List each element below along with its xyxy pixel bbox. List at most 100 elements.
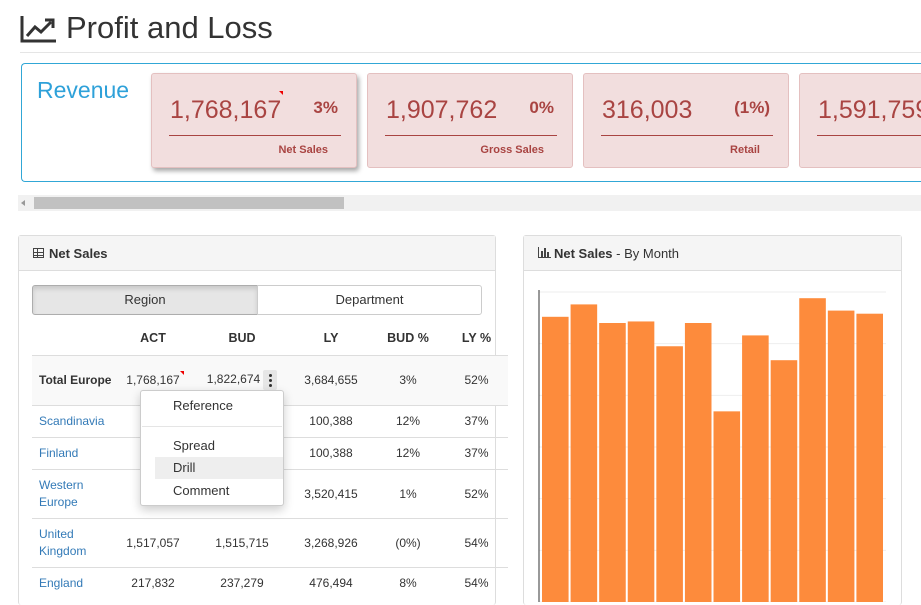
- panel-heading: Net Sales: [19, 236, 495, 271]
- department-toggle-button[interactable]: Department: [257, 285, 482, 315]
- cell-bud-pct[interactable]: (0%): [371, 517, 445, 567]
- cell-value: 1,822,674: [206, 372, 261, 387]
- revenue-title: Revenue: [37, 77, 130, 103]
- cell-ly[interactable]: 3,520,415: [291, 468, 371, 518]
- bar-chart-icon: [538, 247, 551, 258]
- cell-bud-pct[interactable]: 12%: [371, 404, 445, 437]
- comment-marker: [279, 91, 283, 95]
- cell-ly-pct[interactable]: 52%: [445, 468, 508, 518]
- cell-menu-icon[interactable]: [263, 370, 278, 390]
- row-name[interactable]: Scandinavia: [32, 404, 113, 437]
- kpi-card-4[interactable]: 1,591,759: [799, 73, 921, 168]
- menu-item-drill[interactable]: Drill: [155, 457, 283, 479]
- cell-bud-pct[interactable]: 12%: [371, 436, 445, 469]
- menu-item-reference[interactable]: Reference: [173, 398, 233, 413]
- comment-marker: [179, 371, 184, 375]
- column-header[interactable]: ACT: [140, 331, 166, 346]
- row-name[interactable]: Finland: [32, 436, 113, 469]
- kpi-label: Retail: [730, 144, 760, 156]
- cell-ly[interactable]: 100,388: [291, 436, 371, 469]
- chart-bar-7[interactable]: [713, 411, 741, 602]
- row-name[interactable]: Total Europe: [32, 354, 113, 405]
- cell-ly-pct[interactable]: 54%: [445, 566, 508, 599]
- kpi-percent: (1%): [734, 98, 770, 117]
- table-icon: [33, 248, 44, 258]
- chart-subtitle: - By Month: [612, 246, 680, 261]
- column-header[interactable]: BUD: [228, 331, 256, 346]
- table-row: United Kingdom 1,517,057 1,515,715 3,268…: [32, 517, 508, 567]
- line-chart-icon: [20, 16, 56, 43]
- row-name[interactable]: United Kingdom: [32, 517, 113, 567]
- table-header-row: ACT BUD LY BUD % LY %: [32, 322, 508, 355]
- panel-heading: Net Sales - By Month: [524, 236, 901, 271]
- kpi-card-net-sales[interactable]: 1,768,167 3% Net Sales: [151, 73, 357, 168]
- chart-bar-11[interactable]: [827, 310, 855, 602]
- cell-bud-pct[interactable]: 3%: [371, 354, 445, 405]
- menu-item-spread[interactable]: Spread: [173, 438, 215, 453]
- panel-title: Net Sales: [49, 246, 108, 261]
- cell-act[interactable]: 217,832: [113, 566, 193, 599]
- net-sales-bar-chart: [538, 290, 886, 602]
- row-name[interactable]: England: [32, 566, 113, 599]
- kpi-divider: [385, 135, 557, 136]
- region-department-toggle: Region Department: [32, 285, 482, 315]
- kpi-value: 316,003: [602, 96, 693, 124]
- region-toggle-button[interactable]: Region: [32, 285, 258, 315]
- chart-bar-6[interactable]: [684, 323, 712, 602]
- chart-bar-8[interactable]: [742, 335, 769, 602]
- kpi-label: Net Sales: [278, 144, 328, 156]
- chart-title: Net Sales: [554, 246, 613, 261]
- cell-ly-pct[interactable]: 52%: [445, 354, 508, 405]
- cell-ly-pct[interactable]: 54%: [445, 517, 508, 567]
- cell-ly[interactable]: 3,684,655: [291, 354, 371, 405]
- kpi-divider: [601, 135, 773, 136]
- column-header[interactable]: LY %: [461, 331, 492, 346]
- scrollbar-thumb[interactable]: [34, 197, 344, 209]
- chart-bar-5[interactable]: [656, 346, 683, 602]
- kpi-card-gross-sales[interactable]: 1,907,762 0% Gross Sales: [367, 73, 573, 168]
- kpi-value: 1,907,762: [386, 96, 498, 124]
- kpi-horizontal-scrollbar[interactable]: [18, 195, 921, 211]
- chart-bar-10[interactable]: [799, 298, 826, 602]
- menu-divider: [142, 426, 282, 427]
- chart-bar-3[interactable]: [599, 323, 626, 602]
- page-title: Profit and Loss: [66, 10, 273, 45]
- cell-context-menu: Reference Spread Drill Comment: [140, 390, 284, 506]
- kpi-card-retail[interactable]: 316,003 (1%) Retail: [583, 73, 789, 168]
- column-header[interactable]: BUD %: [387, 331, 429, 346]
- table-row: England 217,832 237,279 476,494 8% 54%: [32, 566, 508, 599]
- kpi-value: 1,591,759: [818, 96, 921, 124]
- column-header-region: [32, 322, 113, 355]
- cell-act[interactable]: 1,517,057: [113, 517, 193, 567]
- cell-ly[interactable]: 100,388: [291, 404, 371, 437]
- cell-bud[interactable]: 237,279: [193, 566, 291, 599]
- menu-item-comment[interactable]: Comment: [173, 483, 230, 498]
- cell-ly[interactable]: 3,268,926: [291, 517, 371, 567]
- chart-bar-1[interactable]: [542, 316, 569, 602]
- row-name[interactable]: Western Europe: [32, 468, 113, 518]
- kpi-percent: 0%: [529, 98, 554, 117]
- cell-bud-pct[interactable]: 8%: [371, 566, 445, 599]
- kpi-percent: 3%: [313, 98, 338, 117]
- kpi-divider: [817, 135, 921, 136]
- chart-bar-9[interactable]: [770, 360, 798, 602]
- cell-bud[interactable]: 1,515,715: [193, 517, 291, 567]
- revenue-panel: Revenue 1,768,167 3% Net Sales 1,907,762…: [21, 63, 921, 182]
- kpi-label: Gross Sales: [480, 144, 544, 156]
- column-header[interactable]: LY: [323, 331, 339, 346]
- cell-ly-pct[interactable]: 37%: [445, 404, 508, 437]
- chart-bar-12[interactable]: [856, 313, 883, 602]
- scroll-left-arrow-icon[interactable]: [21, 200, 25, 206]
- cell-ly[interactable]: 476,494: [291, 566, 371, 599]
- page-header: Profit and Loss: [0, 0, 921, 53]
- cell-value: 1,768,167: [126, 373, 180, 387]
- panel-title: Net Sales - By Month: [554, 246, 679, 261]
- kpi-divider: [169, 135, 341, 136]
- header-divider: [20, 52, 921, 53]
- cell-bud-pct[interactable]: 1%: [371, 468, 445, 518]
- chart-bar-2[interactable]: [570, 304, 598, 602]
- chart-bar-4[interactable]: [627, 321, 655, 602]
- net-sales-chart-panel: Net Sales - By Month: [523, 235, 902, 605]
- cell-ly-pct[interactable]: 37%: [445, 436, 508, 469]
- kpi-value: 1,768,167: [170, 96, 282, 124]
